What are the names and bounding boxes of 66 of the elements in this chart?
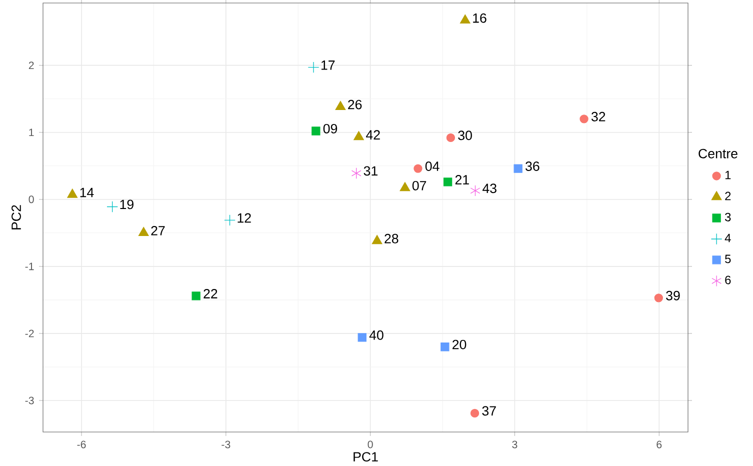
point	[443, 178, 452, 186]
point	[470, 185, 480, 196]
annotation: 04	[425, 162, 440, 171]
point	[470, 408, 480, 418]
point	[354, 131, 364, 140]
annotation: 12	[238, 213, 251, 223]
x-tick-label: -6	[77, 440, 86, 448]
point	[312, 126, 320, 136]
point	[106, 201, 118, 212]
legend-label: 6	[725, 276, 731, 284]
annotation: 27	[151, 226, 165, 236]
point	[580, 114, 588, 124]
x-tick-label: 6	[656, 440, 662, 448]
legend-label: 5	[725, 254, 731, 264]
point	[192, 292, 200, 300]
annotation: 21	[455, 175, 469, 184]
annotation: 30	[458, 130, 472, 140]
annotation: 17	[321, 60, 335, 70]
x-tick-label: -3	[222, 440, 230, 448]
annotation: 09	[323, 124, 338, 134]
y-tick-label: -3	[25, 396, 34, 404]
x-axis-title: PC1	[354, 452, 378, 462]
x-tick-label: 0	[368, 440, 373, 448]
y-tick-label: 0	[28, 196, 34, 204]
y-tick-label: -2	[25, 330, 34, 338]
point	[440, 342, 450, 352]
annotation: 16	[473, 13, 486, 23]
y-tick-label: 1	[29, 128, 34, 136]
annotation: 40	[369, 330, 384, 340]
annotation: 42	[366, 130, 380, 140]
annotation: 28	[384, 234, 398, 244]
legend-label: 2	[725, 192, 731, 200]
point	[372, 235, 382, 244]
annotation: 22	[204, 289, 218, 298]
x-tick-label: 3	[512, 440, 518, 448]
legend-label: 4	[724, 234, 731, 242]
y-tick-label: 2	[28, 62, 34, 70]
point	[414, 164, 422, 173]
point	[654, 294, 663, 302]
point	[400, 182, 410, 192]
point	[358, 333, 366, 342]
point	[446, 133, 456, 142]
annotation: 37	[482, 406, 496, 416]
annotation: 32	[591, 112, 606, 122]
legend-label: 1	[725, 170, 731, 180]
annotation: 39	[666, 290, 680, 300]
annotation: 07	[412, 180, 426, 190]
point	[351, 168, 362, 179]
point	[224, 214, 236, 226]
annotation: 43	[482, 184, 496, 194]
annotation: 20	[452, 340, 466, 350]
y-tick-label: -1	[25, 262, 34, 270]
annotation: 26	[348, 100, 362, 110]
point	[514, 164, 522, 173]
point	[308, 62, 320, 74]
legend-label: 3	[725, 212, 731, 222]
y-axis-title: PC2	[12, 205, 21, 230]
annotation: 36	[526, 162, 540, 171]
annotation: 14	[80, 188, 94, 198]
point	[138, 226, 149, 236]
point	[335, 100, 346, 110]
annotation: 31	[364, 166, 378, 176]
annotation: 19	[120, 200, 134, 210]
point	[67, 188, 78, 198]
legend-title: Centre	[698, 148, 738, 158]
point	[460, 14, 470, 24]
